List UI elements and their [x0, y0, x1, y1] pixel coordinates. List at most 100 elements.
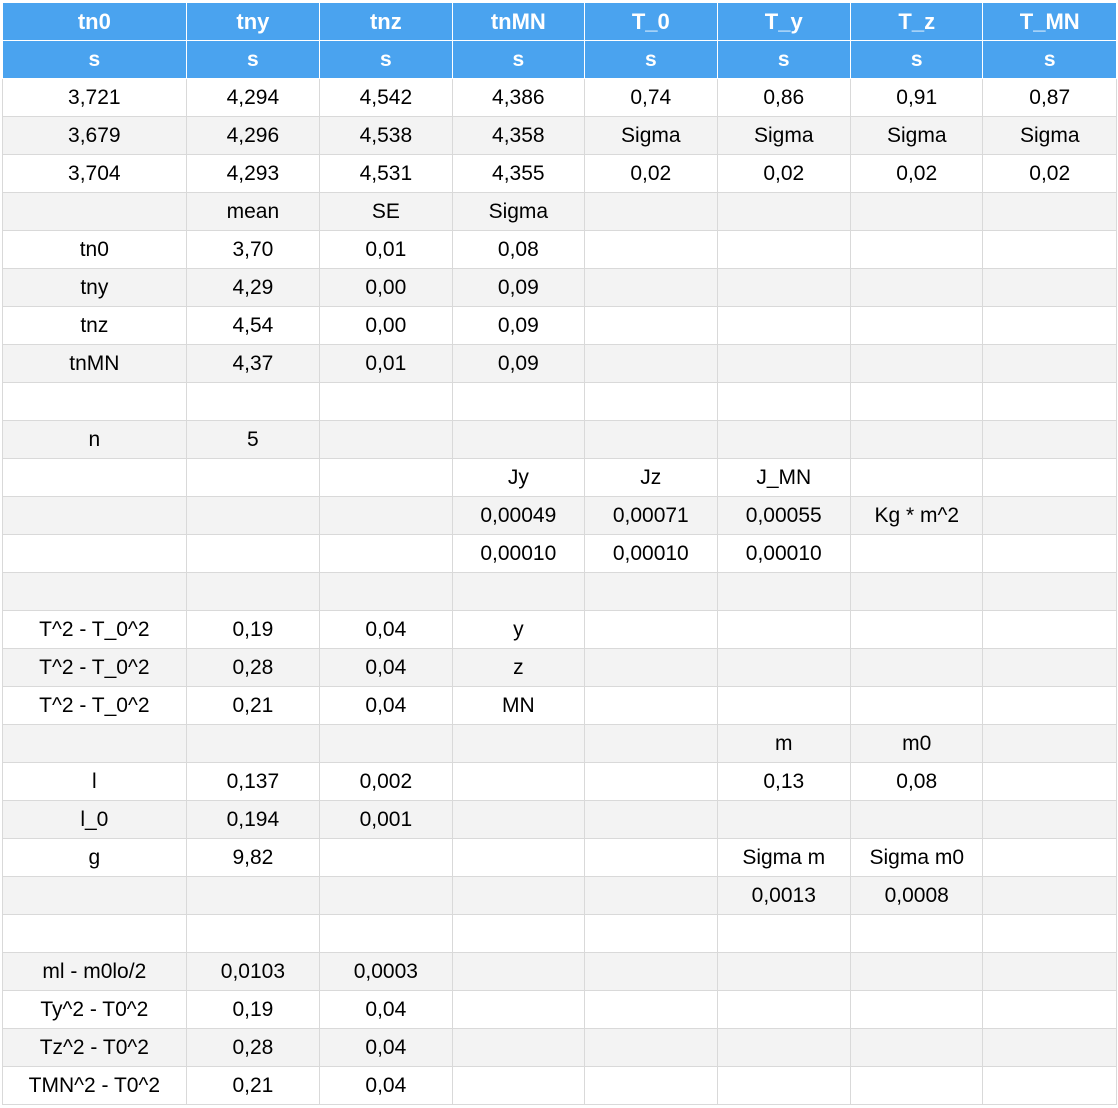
table-cell[interactable] [451, 838, 586, 877]
table-cell[interactable] [849, 952, 984, 991]
table-cell[interactable] [849, 344, 984, 383]
table-cell[interactable] [584, 344, 718, 383]
table-cell[interactable]: 0,09 [451, 344, 586, 383]
table-cell[interactable] [319, 724, 453, 763]
table-cell[interactable]: 0,00 [319, 306, 453, 345]
table-cell[interactable] [584, 382, 718, 421]
table-cell[interactable]: Sigma [849, 116, 984, 155]
table-cell[interactable]: 0,02 [982, 154, 1117, 193]
table-cell[interactable] [849, 1028, 984, 1067]
table-cell[interactable] [716, 382, 852, 421]
table-cell[interactable] [849, 990, 984, 1029]
table-cell[interactable] [982, 876, 1117, 915]
table-cell[interactable] [716, 306, 852, 345]
table-cell[interactable] [451, 762, 586, 801]
column-header[interactable]: tny [185, 2, 321, 41]
table-cell[interactable] [451, 1066, 586, 1105]
table-cell[interactable]: 0,08 [849, 762, 984, 801]
table-cell[interactable] [584, 724, 718, 763]
table-cell[interactable] [982, 952, 1117, 991]
table-cell[interactable] [849, 420, 984, 459]
table-cell[interactable] [982, 306, 1117, 345]
table-cell[interactable]: 0,04 [319, 1066, 453, 1105]
table-cell[interactable]: MN [451, 686, 586, 725]
table-cell[interactable] [849, 192, 984, 231]
table-cell[interactable]: 0,00055 [716, 496, 852, 535]
table-cell[interactable]: 0,00049 [451, 496, 586, 535]
table-cell[interactable]: 0,28 [185, 648, 321, 687]
table-cell[interactable]: 4,386 [451, 78, 586, 117]
table-cell[interactable] [584, 192, 718, 231]
table-cell[interactable]: m0 [849, 724, 984, 763]
table-cell[interactable]: 0,04 [319, 686, 453, 725]
table-cell[interactable] [716, 344, 852, 383]
table-cell[interactable] [849, 800, 984, 839]
table-cell[interactable]: mean [185, 192, 321, 231]
table-cell[interactable] [849, 458, 984, 497]
table-cell[interactable] [982, 420, 1117, 459]
table-cell[interactable]: 0,13 [716, 762, 852, 801]
table-cell[interactable] [716, 268, 852, 307]
table-cell[interactable] [982, 724, 1117, 763]
table-cell[interactable] [185, 458, 321, 497]
table-cell[interactable] [982, 800, 1117, 839]
table-cell[interactable] [319, 458, 453, 497]
table-cell[interactable]: l [2, 762, 187, 801]
table-cell[interactable]: Tz^2 - T0^2 [2, 1028, 187, 1067]
table-cell[interactable] [982, 686, 1117, 725]
table-cell[interactable] [319, 534, 453, 573]
table-cell[interactable]: z [451, 648, 586, 687]
table-cell[interactable]: 0,001 [319, 800, 453, 839]
table-cell[interactable] [2, 458, 187, 497]
table-cell[interactable]: 0,74 [584, 78, 718, 117]
table-cell[interactable] [716, 1028, 852, 1067]
table-cell[interactable]: 0,02 [849, 154, 984, 193]
table-cell[interactable]: Sigma m [716, 838, 852, 877]
column-header[interactable]: T_MN [982, 2, 1117, 41]
table-cell[interactable]: 4,355 [451, 154, 586, 193]
table-cell[interactable] [716, 952, 852, 991]
table-cell[interactable] [584, 914, 718, 953]
table-cell[interactable]: Jz [584, 458, 718, 497]
table-cell[interactable] [849, 230, 984, 269]
table-cell[interactable] [982, 268, 1117, 307]
column-header[interactable]: T_z [849, 2, 984, 41]
table-cell[interactable]: tn0 [2, 230, 187, 269]
table-cell[interactable] [849, 382, 984, 421]
column-header[interactable]: tn0 [2, 2, 187, 41]
table-cell[interactable]: 4,358 [451, 116, 586, 155]
table-cell[interactable]: J_MN [716, 458, 852, 497]
table-cell[interactable] [451, 382, 586, 421]
table-cell[interactable] [451, 420, 586, 459]
table-cell[interactable] [849, 610, 984, 649]
table-cell[interactable]: l_0 [2, 800, 187, 839]
table-cell[interactable] [716, 610, 852, 649]
table-cell[interactable]: 0,19 [185, 990, 321, 1029]
table-cell[interactable]: 4,294 [185, 78, 321, 117]
table-cell[interactable]: 4,542 [319, 78, 453, 117]
table-cell[interactable] [185, 876, 321, 915]
table-cell[interactable] [319, 914, 453, 953]
table-cell[interactable] [584, 306, 718, 345]
table-cell[interactable] [982, 990, 1117, 1029]
table-cell[interactable] [451, 800, 586, 839]
table-cell[interactable] [982, 610, 1117, 649]
table-cell[interactable] [319, 838, 453, 877]
table-cell[interactable] [584, 1028, 718, 1067]
table-cell[interactable] [982, 496, 1117, 535]
table-cell[interactable] [849, 648, 984, 687]
table-cell[interactable]: Jy [451, 458, 586, 497]
table-cell[interactable]: 0,00 [319, 268, 453, 307]
table-cell[interactable] [584, 268, 718, 307]
table-cell[interactable]: 3,679 [2, 116, 187, 155]
table-cell[interactable] [982, 914, 1117, 953]
table-cell[interactable]: 0,00071 [584, 496, 718, 535]
table-cell[interactable]: n [2, 420, 187, 459]
table-cell[interactable] [716, 1066, 852, 1105]
table-cell[interactable] [982, 382, 1117, 421]
table-cell[interactable] [584, 838, 718, 877]
unit-header[interactable]: s [451, 40, 586, 79]
table-cell[interactable]: 0,002 [319, 762, 453, 801]
table-cell[interactable]: 0,21 [185, 1066, 321, 1105]
table-cell[interactable] [982, 1028, 1117, 1067]
